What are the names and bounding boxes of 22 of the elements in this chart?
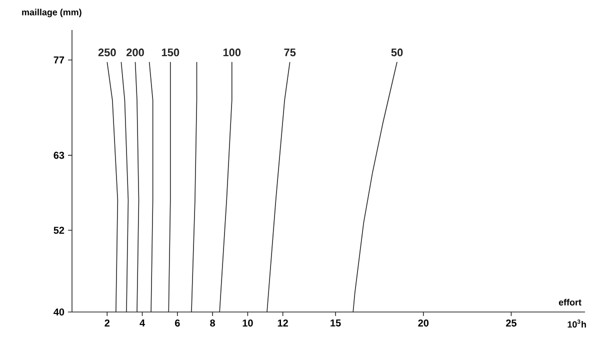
x-tick-label: 4 [140,320,145,326]
series-label: 250 [98,48,116,56]
x-tick-label: 12 [278,320,288,326]
x-axis-title: effort [558,298,582,306]
series-label: 200 [126,48,144,56]
series-label: 75 [284,48,296,56]
y-tick-label: 63 [54,152,64,159]
series-label: 150 [162,48,180,56]
y-tick-label: 52 [54,226,64,234]
x-tick-label: 10 [242,320,253,327]
x-tick-label: 20 [418,320,429,327]
text: 10$^{3}$h [568,320,586,328]
x-tick-label: 6 [175,320,180,327]
y-tick-label: 40 [54,308,64,316]
y-axis-title: maillage (mm) [22,8,82,18]
x-tick-label: 25 [506,320,516,327]
y-tick-label: 77 [54,56,64,64]
x-tick-label: 8 [210,320,216,327]
x-tick-label: 2 [104,320,110,326]
series-label: 50 [391,48,403,56]
series-label: 100 [223,48,241,56]
x-tick-label: 15 [330,320,341,326]
